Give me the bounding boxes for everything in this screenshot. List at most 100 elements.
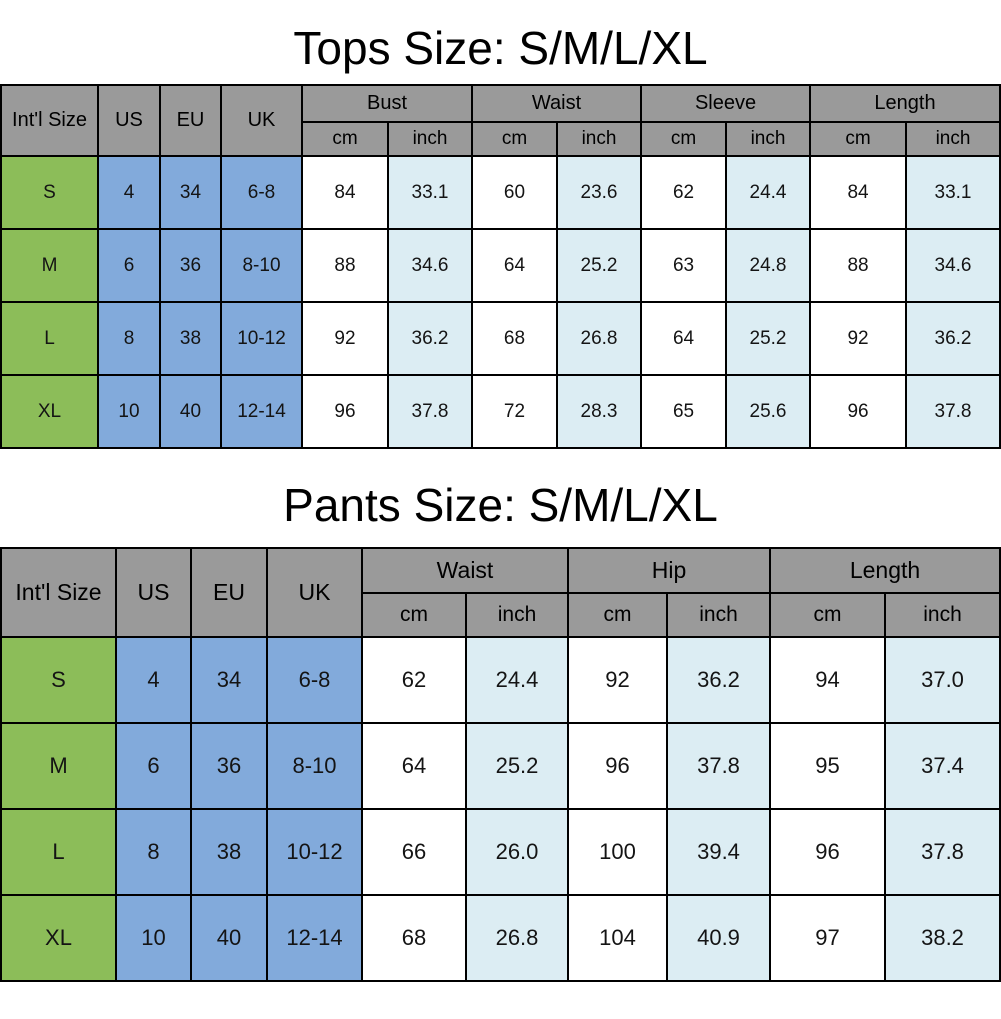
eu-cell: 40 bbox=[159, 374, 222, 449]
tops-header-intl-size: Int'l Size bbox=[0, 84, 99, 157]
us-cell: 8 bbox=[97, 301, 161, 376]
pants-header-uk: UK bbox=[266, 547, 363, 638]
hip-cm-cell: 100 bbox=[567, 808, 668, 896]
hip-cm-cell: 96 bbox=[567, 722, 668, 810]
eu-cell: 38 bbox=[159, 301, 222, 376]
unit-cm-label: cm bbox=[301, 121, 389, 157]
waist-cm-cell: 68 bbox=[471, 301, 558, 376]
hip-cm-cell: 92 bbox=[567, 636, 668, 724]
length-inch-cell: 37.8 bbox=[884, 808, 1001, 896]
size-cell: L bbox=[0, 301, 99, 376]
sleeve-inch-cell: 24.8 bbox=[725, 228, 812, 303]
unit-cm-label: cm bbox=[809, 121, 908, 157]
waist-inch-cell: 26.8 bbox=[465, 894, 569, 982]
unit-inch-label: inch bbox=[905, 121, 1001, 157]
table-row: S 4 34 6-8 62 24.4 92 36.2 94 37.0 bbox=[0, 636, 1001, 724]
length-inch-cell: 37.4 bbox=[884, 722, 1001, 810]
waist-inch-cell: 26.8 bbox=[555, 301, 643, 376]
unit-inch-label: inch bbox=[725, 121, 812, 157]
sleeve-cm-cell: 62 bbox=[640, 155, 728, 230]
uk-cell: 12-14 bbox=[266, 894, 363, 982]
pants-header-us: US bbox=[115, 547, 192, 638]
tops-header-sleeve: Sleeve bbox=[640, 84, 812, 123]
waist-inch-cell: 28.3 bbox=[555, 374, 643, 449]
size-cell: S bbox=[0, 155, 99, 230]
uk-cell: 8-10 bbox=[266, 722, 363, 810]
unit-cm-label: cm bbox=[471, 121, 558, 157]
waist-inch-cell: 26.0 bbox=[465, 808, 569, 896]
length-cm-cell: 94 bbox=[769, 636, 887, 724]
length-cm-cell: 97 bbox=[769, 894, 887, 982]
waist-cm-cell: 64 bbox=[361, 722, 467, 810]
length-inch-cell: 34.6 bbox=[905, 228, 1001, 303]
unit-inch-label: inch bbox=[465, 592, 569, 638]
length-cm-cell: 96 bbox=[809, 374, 908, 449]
tops-header-bust: Bust bbox=[301, 84, 473, 123]
size-cell: XL bbox=[0, 374, 99, 449]
us-cell: 10 bbox=[97, 374, 161, 449]
uk-cell: 8-10 bbox=[220, 228, 303, 303]
pants-header-intl-size: Int'l Size bbox=[0, 547, 117, 638]
sleeve-cm-cell: 65 bbox=[640, 374, 728, 449]
bust-cm-cell: 96 bbox=[301, 374, 389, 449]
hip-inch-cell: 39.4 bbox=[665, 808, 772, 896]
length-inch-cell: 37.0 bbox=[884, 636, 1001, 724]
waist-cm-cell: 64 bbox=[471, 228, 558, 303]
unit-inch-label: inch bbox=[665, 592, 772, 638]
sleeve-inch-cell: 24.4 bbox=[725, 155, 812, 230]
size-cell: S bbox=[0, 636, 117, 724]
bust-inch-cell: 33.1 bbox=[387, 155, 473, 230]
length-cm-cell: 84 bbox=[809, 155, 908, 230]
us-cell: 6 bbox=[97, 228, 161, 303]
bust-cm-cell: 88 bbox=[301, 228, 389, 303]
table-row: S 4 34 6-8 84 33.1 60 23.6 62 24.4 84 33… bbox=[0, 155, 1001, 230]
pants-header-unit-row: cm inch cm inch cm inch bbox=[1, 592, 1001, 638]
size-cell: M bbox=[0, 722, 117, 810]
length-inch-cell: 38.2 bbox=[884, 894, 1001, 982]
uk-cell: 6-8 bbox=[220, 155, 303, 230]
table-row: M 6 36 8-10 88 34.6 64 25.2 63 24.8 88 3… bbox=[0, 228, 1001, 303]
tops-header-length: Length bbox=[809, 84, 1001, 123]
waist-cm-cell: 66 bbox=[361, 808, 467, 896]
pants-header-waist: Waist bbox=[361, 547, 569, 594]
size-cell: M bbox=[0, 228, 99, 303]
sleeve-inch-cell: 25.2 bbox=[725, 301, 812, 376]
eu-cell: 34 bbox=[190, 636, 268, 724]
length-cm-cell: 88 bbox=[809, 228, 908, 303]
pants-header-hip: Hip bbox=[566, 547, 772, 594]
pants-size-title: Pants Size: S/M/L/XL bbox=[283, 479, 718, 531]
uk-cell: 10-12 bbox=[266, 808, 363, 896]
bust-inch-cell: 37.8 bbox=[387, 374, 473, 449]
tops-size-table: Int'l Size US EU UK Bust Waist Sleeve Le… bbox=[0, 84, 1001, 449]
waist-cm-cell: 62 bbox=[361, 636, 467, 724]
waist-inch-cell: 23.6 bbox=[555, 155, 643, 230]
us-cell: 4 bbox=[115, 636, 192, 724]
bust-cm-cell: 92 bbox=[301, 301, 389, 376]
hip-inch-cell: 37.8 bbox=[665, 722, 772, 810]
hip-inch-cell: 36.2 bbox=[665, 636, 772, 724]
uk-cell: 12-14 bbox=[220, 374, 303, 449]
waist-cm-cell: 72 bbox=[471, 374, 558, 449]
bust-inch-cell: 36.2 bbox=[387, 301, 473, 376]
table-row: XL 10 40 12-14 68 26.8 104 40.9 97 38.2 bbox=[0, 894, 1001, 982]
unit-cm-label: cm bbox=[769, 592, 887, 638]
tops-header-eu: EU bbox=[159, 84, 222, 157]
pants-size-table: Int'l Size US EU UK Waist Hip Length cm … bbox=[0, 547, 1001, 982]
hip-inch-cell: 40.9 bbox=[665, 894, 772, 982]
table-row: L 8 38 10-12 66 26.0 100 39.4 96 37.8 bbox=[0, 808, 1001, 896]
bust-cm-cell: 84 bbox=[301, 155, 389, 230]
eu-cell: 36 bbox=[190, 722, 268, 810]
us-cell: 6 bbox=[115, 722, 192, 810]
eu-cell: 34 bbox=[159, 155, 222, 230]
waist-inch-cell: 25.2 bbox=[555, 228, 643, 303]
tops-size-title: Tops Size: S/M/L/XL bbox=[293, 22, 708, 74]
length-cm-cell: 92 bbox=[809, 301, 908, 376]
tops-header-waist: Waist bbox=[470, 84, 643, 123]
size-cell: L bbox=[0, 808, 117, 896]
table-row: L 8 38 10-12 92 36.2 68 26.8 64 25.2 92 … bbox=[0, 301, 1001, 376]
uk-cell: 10-12 bbox=[220, 301, 303, 376]
unit-inch-label: inch bbox=[555, 121, 643, 157]
length-inch-cell: 33.1 bbox=[905, 155, 1001, 230]
tops-header-unit-row: cm inch cm inch cm inch cm inch bbox=[1, 121, 1001, 157]
table-row: M 6 36 8-10 64 25.2 96 37.8 95 37.4 bbox=[0, 722, 1001, 810]
